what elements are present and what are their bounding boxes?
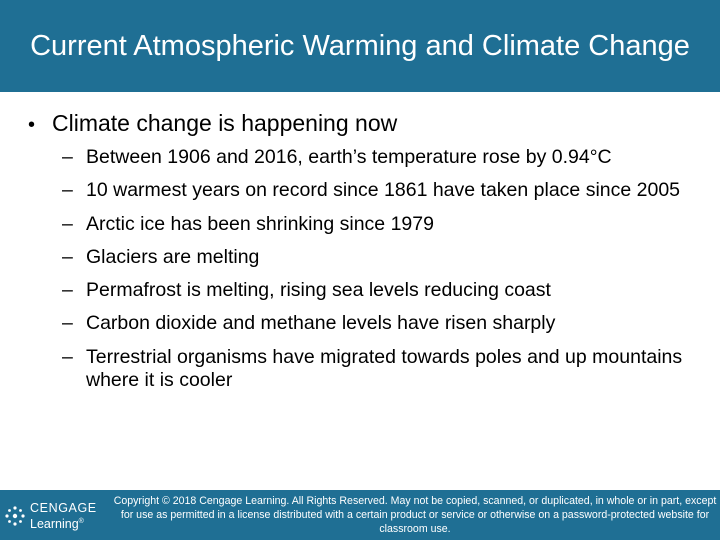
cengage-swirl-icon xyxy=(5,506,25,526)
dash-marker: – xyxy=(62,212,73,235)
sub-bullet: – Carbon dioxide and methane levels have … xyxy=(62,312,556,335)
logo-line-1: CENGAGE xyxy=(30,500,97,515)
sub-bullet-list: – Between 1906 and 2016, earth’s temperat… xyxy=(62,146,712,403)
logo-line-2: Learning® xyxy=(30,517,84,532)
footer-bar xyxy=(0,490,720,540)
logo-wordmark: CENGAGE Learning® xyxy=(30,501,97,531)
cengage-logo: CENGAGE Learning® xyxy=(4,498,108,534)
copyright-notice: Copyright © 2018 Cengage Learning. All R… xyxy=(113,495,717,535)
main-bullet-text: Climate change is happening now xyxy=(52,110,398,136)
title-bar: Current Atmospheric Warming and Climate … xyxy=(0,0,720,92)
bullet-marker: • xyxy=(28,114,36,136)
main-bullet: • Climate change is happening now xyxy=(28,108,397,140)
sub-bullet: – Arctic ice has been shrinking since 197… xyxy=(62,212,434,235)
dash-marker: – xyxy=(62,279,73,302)
slide-title: Current Atmospheric Warming and Climate … xyxy=(30,29,690,62)
sub-bullet: – Terrestrial organisms have migrated tow… xyxy=(62,345,683,392)
dash-marker: – xyxy=(62,146,73,168)
sub-bullet: – Permafrost is melting, rising sea level… xyxy=(62,279,551,302)
sub-bullet: – Between 1906 and 2016, earth’s temperat… xyxy=(62,146,612,168)
dash-marker: – xyxy=(62,245,73,268)
sub-bullet: – Glaciers are melting xyxy=(62,245,260,268)
sub-bullet: –10 warmest years on record since 1861 h… xyxy=(62,179,681,202)
dash-marker: – xyxy=(62,179,73,202)
dash-marker: – xyxy=(62,312,73,335)
dash-marker: – xyxy=(62,345,73,368)
